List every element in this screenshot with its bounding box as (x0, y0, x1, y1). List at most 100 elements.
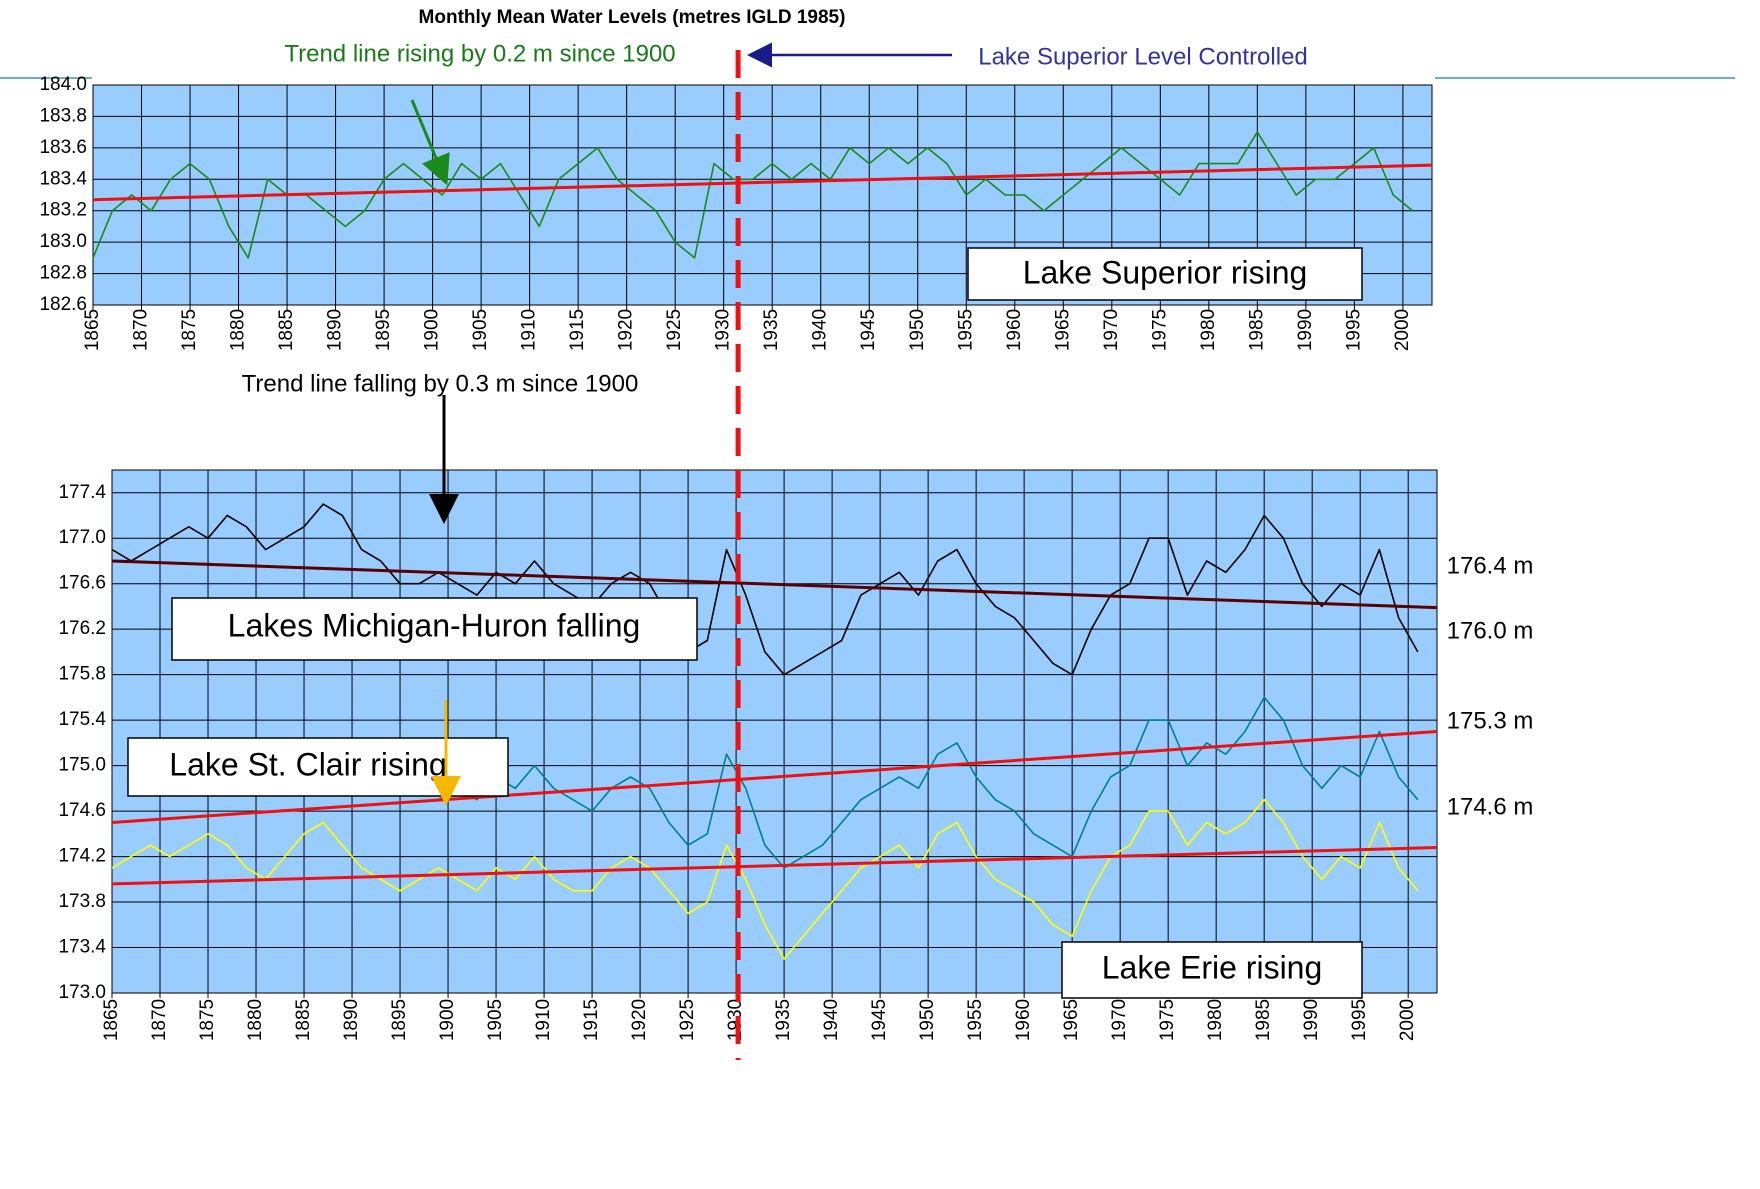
annotation: 174.6 m (1447, 793, 1534, 820)
x-tick-label: 2000 (1397, 999, 1418, 1041)
y-tick-label: 175.4 (58, 709, 106, 730)
y-tick-label: 183.8 (39, 105, 87, 126)
x-tick-label: 1905 (485, 999, 506, 1041)
x-tick-label: 1950 (907, 309, 928, 351)
series-line (111, 798, 1419, 960)
annotation-box (967, 247, 1363, 301)
x-tick-label: 1965 (1061, 999, 1082, 1041)
series-line (111, 730, 1438, 824)
y-tick-label: 175.8 (58, 664, 106, 685)
annotation: Lake Superior Level Controlled (978, 43, 1308, 70)
y-tick-label: 173.8 (58, 891, 106, 912)
annotation: Trend line falling by 0.3 m since 1900 (242, 370, 639, 397)
annotation: 176.0 m (1447, 617, 1534, 644)
x-tick-label: 1910 (519, 309, 540, 351)
y-tick-label: 183.4 (39, 168, 87, 189)
annotation-box (1061, 941, 1363, 999)
x-tick-label: 1875 (179, 309, 200, 351)
x-tick-label: 1910 (533, 999, 554, 1041)
x-tick-label: 1995 (1343, 309, 1364, 351)
x-tick-label: 1870 (149, 999, 170, 1041)
x-tick-label: 1890 (325, 309, 346, 351)
series-line (111, 503, 1419, 676)
x-tick-label: 1975 (1149, 309, 1170, 351)
x-tick-label: 1900 (422, 309, 443, 351)
x-tick-label: 1900 (437, 999, 458, 1041)
annotation: Lake St. Clair rising (169, 746, 446, 782)
x-tick-label: 1925 (664, 309, 685, 351)
x-tick-label: 1865 (82, 309, 103, 351)
y-tick-label: 173.4 (58, 937, 106, 958)
y-tick-label: 183.6 (39, 137, 87, 158)
overlay (410, 42, 952, 1060)
x-tick-label: 1990 (1301, 999, 1322, 1041)
x-tick-label: 1940 (810, 309, 831, 351)
series-line (111, 846, 1438, 886)
arrow (410, 99, 450, 186)
series-line (92, 163, 1433, 202)
x-tick-label: 1885 (293, 999, 314, 1041)
x-tick-label: 1920 (629, 999, 650, 1041)
x-tick-label: 1885 (276, 309, 297, 351)
x-tick-label: 1930 (713, 309, 734, 351)
x-tick-label: 1865 (101, 999, 122, 1041)
y-tick-label: 173.0 (58, 982, 106, 1003)
x-tick-label: 1950 (917, 999, 938, 1041)
x-tick-label: 1905 (470, 309, 491, 351)
x-tick-label: 1880 (245, 999, 266, 1041)
x-tick-label: 1895 (373, 309, 394, 351)
annotation: 175.3 m (1447, 707, 1534, 734)
annotation: Lake Superior rising (1023, 254, 1308, 290)
x-tick-label: 1970 (1101, 309, 1122, 351)
x-tick-label: 1890 (341, 999, 362, 1041)
y-tick-label: 183.0 (39, 231, 87, 252)
x-tick-label: 1975 (1157, 999, 1178, 1041)
x-tick-label: 1915 (581, 999, 602, 1041)
annotation-box (171, 597, 698, 661)
y-tick-label: 175.0 (58, 755, 106, 776)
x-tick-label: 1980 (1198, 309, 1219, 351)
x-tick-label: 1985 (1253, 999, 1274, 1041)
annotation: Trend line rising by 0.2 m since 1900 (284, 40, 675, 67)
x-tick-label: 1895 (389, 999, 410, 1041)
x-tick-label: 1945 (858, 309, 879, 351)
y-tick-label: 174.2 (58, 846, 106, 867)
y-tick-label: 182.6 (39, 294, 87, 315)
annotation: Lakes Michigan-Huron falling (228, 607, 641, 643)
y-tick-label: 184.0 (39, 74, 87, 95)
superior-chart: Monthly Mean Water Levels (metres IGLD 1… (39, 7, 1433, 351)
x-tick-label: 2000 (1392, 309, 1413, 351)
y-tick-label: 176.6 (58, 573, 106, 594)
x-tick-label: 1960 (1004, 309, 1025, 351)
series-line (111, 559, 1438, 610)
x-tick-label: 1875 (197, 999, 218, 1041)
series-line (437, 696, 1419, 869)
x-tick-label: 1995 (1349, 999, 1370, 1041)
x-tick-label: 1935 (773, 999, 794, 1041)
y-tick-label: 183.2 (39, 200, 87, 221)
annotation: 176.4 m (1447, 552, 1534, 579)
x-tick-label: 1965 (1052, 309, 1073, 351)
x-tick-label: 1935 (761, 309, 782, 351)
annotation: Lake Erie rising (1102, 949, 1323, 985)
x-tick-label: 1955 (965, 999, 986, 1041)
x-tick-label: 1925 (677, 999, 698, 1041)
x-tick-label: 1970 (1109, 999, 1130, 1041)
series-line (92, 131, 1414, 259)
x-tick-label: 1985 (1246, 309, 1267, 351)
x-tick-label: 1920 (616, 309, 637, 351)
y-tick-label: 174.6 (58, 800, 106, 821)
y-tick-label: 177.4 (58, 482, 106, 503)
y-tick-label: 177.0 (58, 527, 106, 548)
x-tick-label: 1915 (567, 309, 588, 351)
chart-title: Monthly Mean Water Levels (metres IGLD 1… (419, 7, 846, 28)
lower-chart: 173.0 173.4 173.8 174.2 174.6 175.0 175.4 175.8… (58, 370, 1533, 1041)
y-tick-label: 182.8 (39, 263, 87, 284)
x-tick-label: 1880 (228, 309, 249, 351)
x-tick-label: 1955 (955, 309, 976, 351)
x-tick-label: 1940 (821, 999, 842, 1041)
x-tick-label: 1960 (1013, 999, 1034, 1041)
x-tick-label: 1980 (1205, 999, 1226, 1041)
x-tick-label: 1870 (131, 309, 152, 351)
